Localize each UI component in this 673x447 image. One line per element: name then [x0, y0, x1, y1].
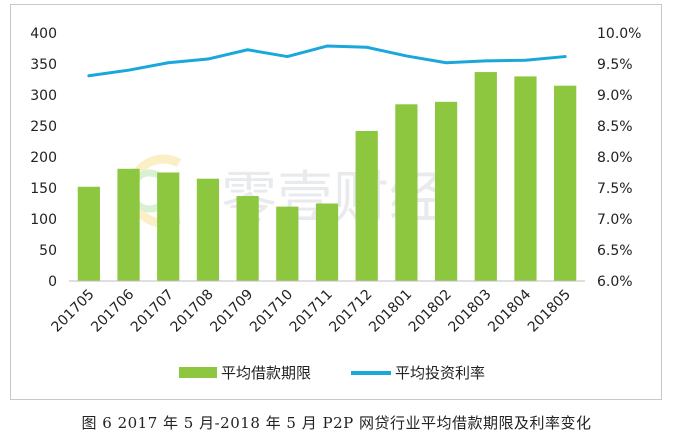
bar-201801: [395, 104, 418, 281]
rate-point-201710: [286, 55, 289, 58]
x-tick-label: 201803: [445, 287, 494, 336]
bar-201804: [514, 76, 537, 282]
figure-caption: 图 6 2017 年 5 月-2018 年 5 月 P2P 网贷行业平均借款期限…: [81, 414, 592, 432]
left-tick-label: 0: [48, 274, 57, 290]
bar-series: [77, 72, 577, 282]
left-tick-label: 250: [30, 119, 57, 135]
x-tick-label: 201802: [406, 287, 455, 336]
rate-line: [87, 44, 567, 78]
left-tick-label: 150: [30, 181, 57, 197]
rate-point-201804: [524, 59, 527, 62]
right-axis-ticks: 6.0% 6.5% 7.0% 7.5% 8.0% 8.5% 9.0% 9.5% 10.0%: [597, 26, 641, 290]
legend-bar-swatch: [179, 367, 217, 378]
left-axis-ticks: 0 50 100 150 200 250 300 350 400: [30, 26, 57, 290]
bar-201802: [434, 101, 458, 281]
right-tick-label: 7.0%: [597, 212, 633, 228]
left-tick-label: 400: [30, 26, 57, 42]
left-tick-label: 100: [30, 212, 57, 228]
rate-point-201708: [206, 57, 210, 61]
rate-point-201709: [246, 48, 249, 51]
x-axis-ticks: 2017052017062017072017082017092017102017…: [49, 286, 574, 335]
bar-201706: [117, 168, 140, 281]
right-tick-label: 8.5%: [597, 119, 633, 135]
x-tick-label: 201705: [49, 287, 98, 336]
x-tick-label: 201709: [207, 287, 256, 336]
rate-point-201803: [484, 59, 487, 63]
right-tick-label: 6.0%: [597, 274, 633, 290]
bar-201712: [355, 130, 378, 281]
bar-201803: [474, 72, 497, 281]
left-tick-label: 300: [30, 88, 57, 104]
rate-point-201802: [444, 61, 448, 64]
x-tick-label: 201710: [247, 287, 296, 336]
right-tick-label: 7.5%: [597, 181, 633, 197]
rate-point-201705: [87, 74, 91, 77]
x-tick-label: 201805: [525, 287, 574, 336]
legend-line-label: 平均投资利率: [395, 364, 485, 382]
rate-point-201801: [405, 54, 408, 58]
x-tick-label: 201711: [287, 287, 336, 336]
x-tick-label: 201804: [485, 286, 534, 335]
bar-201705: [77, 186, 100, 281]
bar-201707: [157, 172, 180, 281]
rate-point-201712: [365, 46, 368, 49]
bar-201710: [276, 206, 299, 281]
x-tick-label: 201708: [168, 287, 217, 336]
left-tick-label: 200: [30, 150, 57, 166]
line-series: [87, 44, 567, 78]
x-tick-label: 201707: [128, 287, 177, 336]
x-tick-label: 201706: [88, 286, 137, 335]
left-tick-label: 350: [30, 57, 57, 73]
left-tick-label: 50: [39, 243, 57, 259]
legend-bar-label: 平均借款期限: [221, 364, 311, 382]
right-tick-label: 8.0%: [597, 150, 633, 166]
bar-201708: [196, 178, 220, 281]
legend: 平均借款期限 平均投资利率: [179, 364, 485, 382]
rate-point-201805: [563, 55, 567, 58]
right-tick-label: 6.5%: [597, 243, 633, 259]
chart-frame: 零壹财经 0 50 100 150 200 250 300 350 400 6.0% 6.5% 7.…: [10, 4, 662, 400]
bar-201805: [554, 85, 577, 281]
right-tick-label: 9.5%: [597, 57, 633, 73]
x-tick-label: 201712: [326, 287, 375, 336]
rate-point-201711: [325, 44, 329, 48]
bar-201711: [315, 203, 339, 281]
rate-point-201706: [127, 69, 130, 72]
bar-201709: [236, 196, 259, 281]
rate-point-201707: [167, 61, 170, 64]
x-tick-label: 201801: [366, 287, 415, 336]
right-tick-label: 9.0%: [597, 88, 633, 104]
right-tick-label: 10.0%: [597, 26, 641, 42]
